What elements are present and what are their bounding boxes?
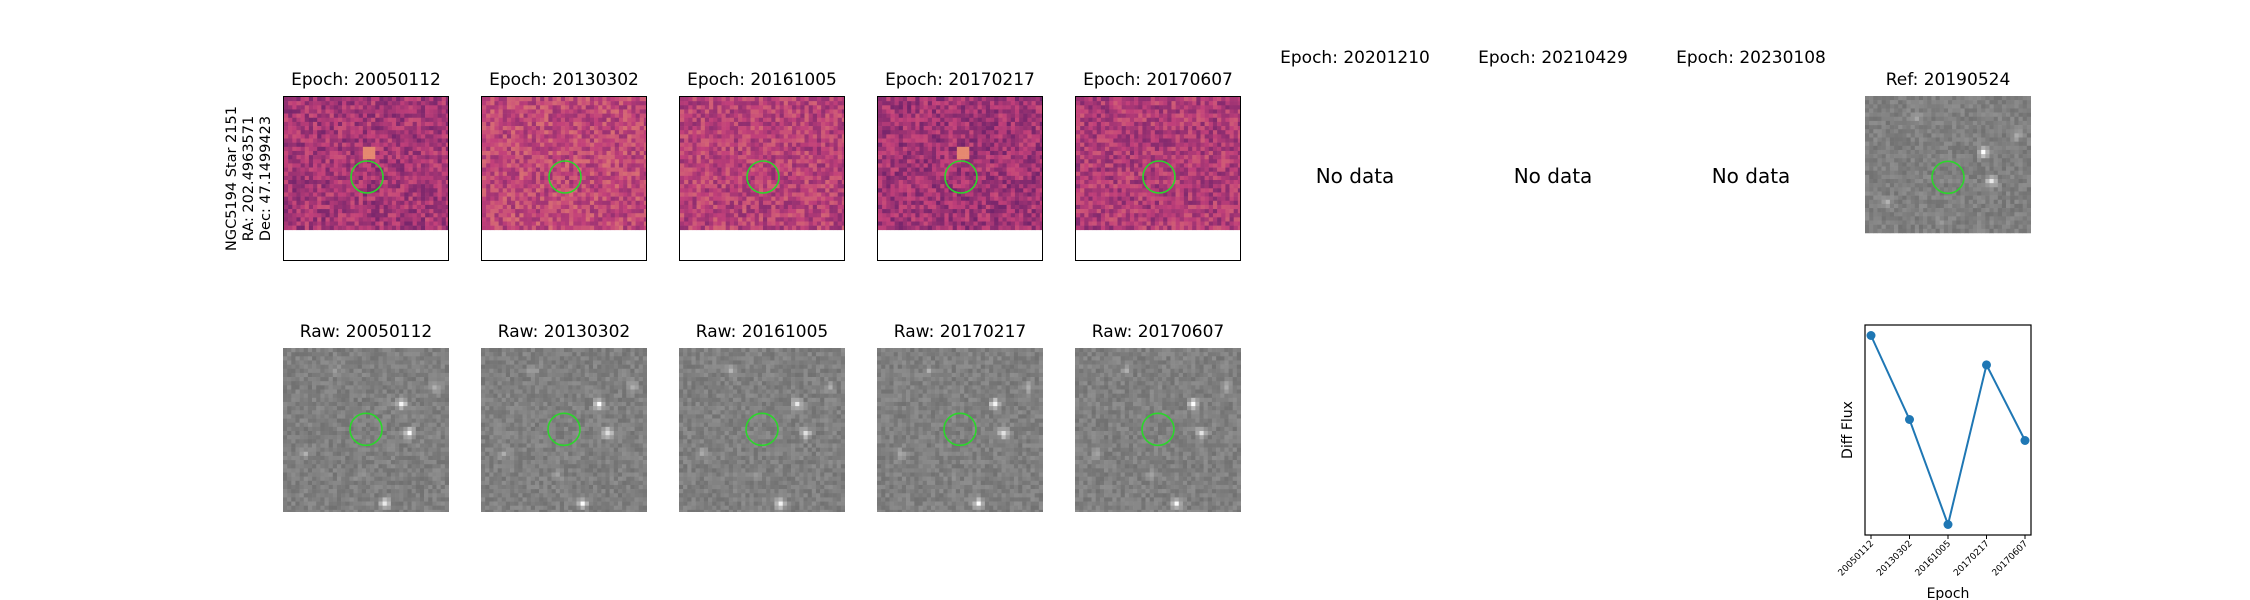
chart-frame (1864, 324, 2032, 536)
diff-image-3 (679, 96, 845, 261)
x-axis-label: Epoch (1927, 586, 1970, 600)
star-name: NGC5194 Star 2151 (224, 106, 240, 251)
ref-title: Ref: 20190524 (1885, 70, 2011, 90)
raw-image-1 (283, 348, 449, 512)
ref-image (1865, 96, 2031, 236)
star-info-label: NGC5194 Star 2151 RA: 202.4963571 Dec: 4… (224, 106, 275, 251)
raw-title-5: Raw: 20170607 (1091, 322, 1225, 342)
data-point (1866, 331, 1876, 340)
data-point (1943, 520, 1953, 529)
series-line (1870, 335, 2026, 528)
diff-title-5: Epoch: 20170607 (1083, 70, 1233, 90)
no-data-8: No data (1711, 164, 1791, 188)
diff-image-1 (283, 96, 449, 261)
aperture-circle (1142, 160, 1176, 194)
x-tick-label: 20170217 (1952, 539, 1991, 578)
x-tick-label: 20170607 (1991, 539, 2030, 578)
aperture-circle (547, 412, 581, 447)
x-tick-label: 20050112 (1837, 539, 1876, 578)
aperture-circle (1931, 160, 1965, 195)
raw-title-3: Raw: 20161005 (695, 322, 829, 342)
data-point (1905, 415, 1914, 424)
aperture-circle (746, 160, 780, 194)
data-point (1982, 360, 1991, 370)
diff-image-2 (481, 96, 647, 261)
aperture-circle (350, 160, 384, 194)
aperture-circle (349, 412, 383, 447)
no-data-6: No data (1315, 164, 1395, 188)
diff-title-6: Epoch: 20201210 (1280, 48, 1430, 68)
diff-title-8: Epoch: 20230108 (1676, 48, 1826, 68)
diff-title-4: Epoch: 20170217 (885, 70, 1035, 90)
aperture-circle (944, 160, 978, 194)
diff-image-5 (1075, 96, 1241, 261)
raw-image-2 (481, 348, 647, 512)
aperture-circle (548, 160, 582, 194)
aperture-circle (1141, 412, 1175, 447)
no-data-7: No data (1513, 164, 1593, 188)
x-tick-label: 20161005 (1914, 539, 1953, 578)
data-point (2020, 436, 2030, 445)
star-ra: RA: 202.4963571 (241, 115, 257, 242)
diff-title-2: Epoch: 20130302 (489, 70, 639, 90)
raw-title-2: Raw: 20130302 (497, 322, 631, 342)
aperture-circle (745, 412, 779, 447)
x-tick-label: 20130302 (1875, 539, 1914, 578)
y-axis-label: Diff Flux (1840, 401, 1856, 459)
raw-image-3 (679, 348, 845, 512)
star-dec: Dec: 47.1499423 (258, 115, 274, 242)
raw-title-1: Raw: 20050112 (299, 322, 433, 342)
aperture-circle (943, 412, 977, 447)
raw-title-4: Raw: 20170217 (893, 322, 1027, 342)
raw-image-5 (1075, 348, 1241, 512)
light-curve-chart: 20050112 20130302 20161005 20170217 20170607… (1837, 324, 2032, 600)
raw-image-4 (877, 348, 1043, 512)
diff-title-3: Epoch: 20161005 (687, 70, 837, 90)
diff-title-1: Epoch: 20050112 (291, 70, 441, 90)
diff-title-7: Epoch: 20210429 (1478, 48, 1628, 68)
diff-image-4 (877, 96, 1043, 261)
